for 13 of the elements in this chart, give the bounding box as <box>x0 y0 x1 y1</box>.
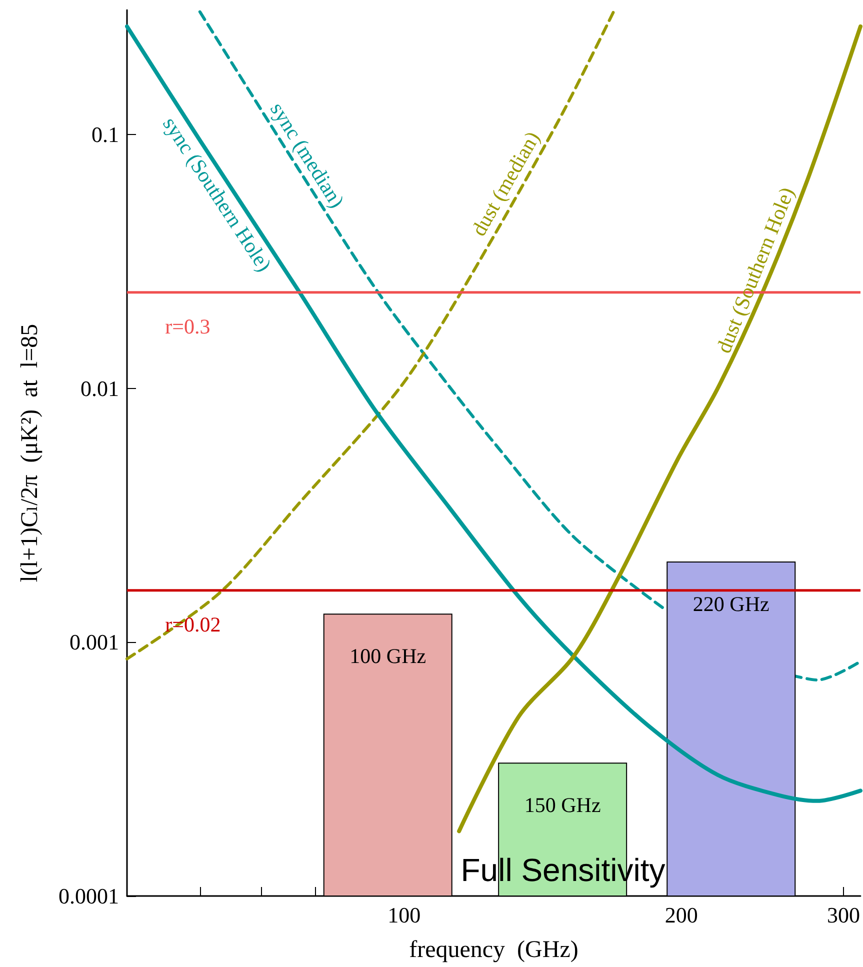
annotation: 220 GHz <box>692 592 770 616</box>
y-tick-label: 0.01 <box>80 376 119 401</box>
y-tick-label: 0.0001 <box>58 884 119 908</box>
y-axis-title: l(l+1)Cₗ/2π (μK²) at l=85 <box>17 324 43 582</box>
annotation: r=0.3 <box>165 314 210 338</box>
x-tick-label: 100 <box>388 902 421 928</box>
x-tick-label: 300 <box>827 902 860 928</box>
y-tick-label: 0.1 <box>92 122 119 148</box>
x-axis-title: frequency (GHz) <box>409 937 578 963</box>
y-tick-label: 0.001 <box>70 630 119 655</box>
annotation: 100 GHz <box>350 644 426 668</box>
annotation: 150 GHz <box>524 793 601 818</box>
x-tick-label: 200 <box>664 902 698 928</box>
